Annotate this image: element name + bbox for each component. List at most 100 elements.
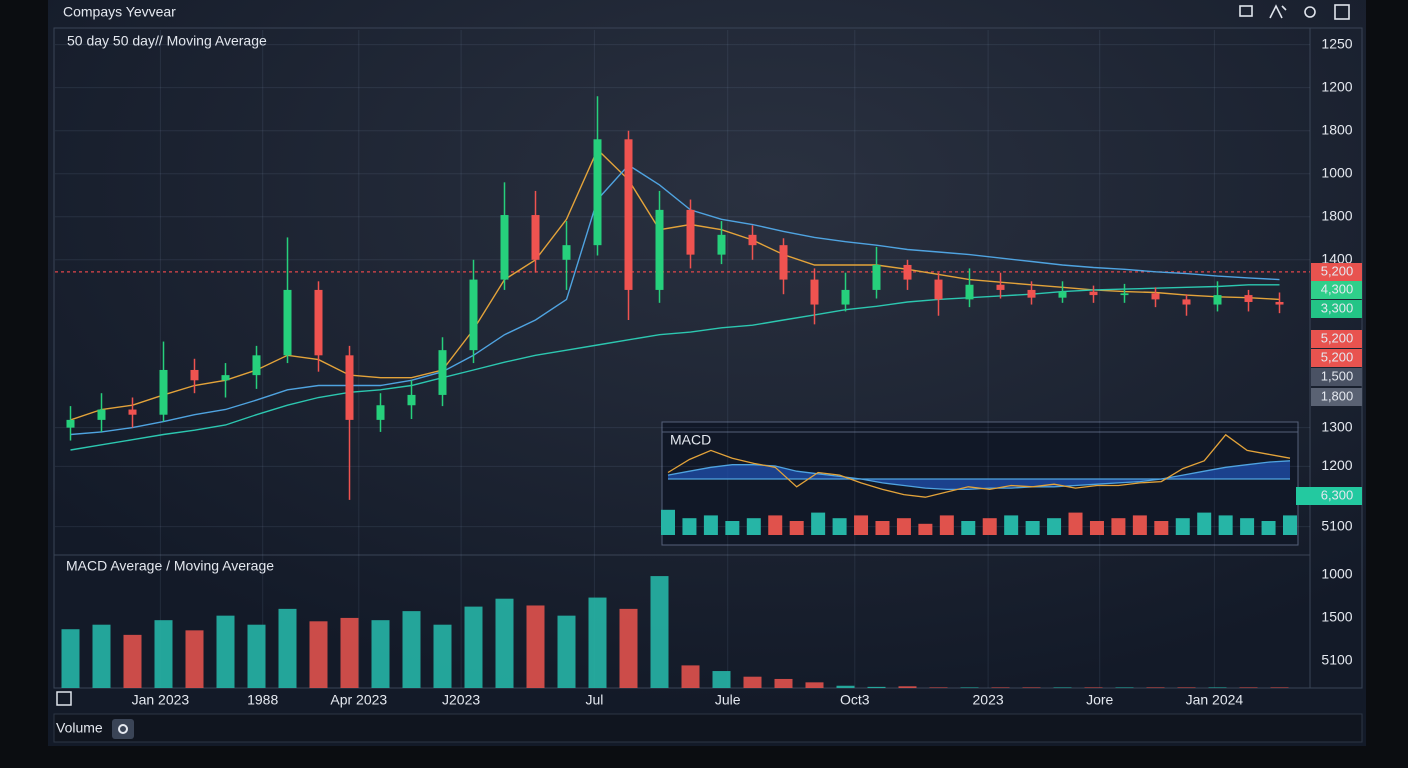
candle-body (66, 419, 75, 428)
x-tick-label: Jule (715, 692, 741, 708)
candle-body (97, 409, 106, 420)
volume-bar (185, 630, 204, 688)
y-tick-label: 1200 (1321, 457, 1352, 473)
price-tag-label: 5,200 (1321, 330, 1354, 345)
corner-icon[interactable] (56, 691, 72, 706)
histogram-bar (1089, 521, 1104, 535)
y-tick-label: 1000 (1321, 164, 1352, 180)
moving-average (70, 164, 1280, 436)
price-tag-label: 3,300 (1321, 300, 1354, 315)
volume-bar (526, 605, 545, 688)
candle-body (903, 264, 912, 280)
chart-subtitle: 50 day 50 day// Moving Average (67, 33, 267, 49)
volume-bar (340, 617, 359, 688)
icon[interactable] (1334, 4, 1350, 20)
volume-bar (433, 624, 452, 688)
x-tick-label: 1988 (247, 692, 278, 708)
moving-average (70, 284, 1280, 451)
candle-body (190, 369, 199, 381)
candle-body (531, 215, 540, 260)
candle-body (500, 215, 509, 280)
icon[interactable] (1304, 6, 1316, 18)
candle-body (1089, 291, 1098, 296)
icon[interactable] (1269, 4, 1287, 19)
price-tag-label: 1,800 (1321, 388, 1354, 403)
histogram-bar (1197, 512, 1212, 535)
volume-bar (743, 676, 762, 688)
price-tag (1311, 300, 1362, 318)
candle-body (283, 289, 292, 356)
volume-bar (619, 608, 638, 688)
volume-bar (309, 621, 328, 688)
candle-body (748, 234, 757, 246)
candle-body (221, 375, 230, 381)
histogram-bar (1025, 521, 1040, 535)
candle-body (1151, 293, 1160, 300)
volume-bar (960, 687, 979, 688)
volume-bar (154, 620, 173, 688)
chart-title: Compays Yevvear (63, 4, 176, 20)
volume-bar (278, 608, 297, 688)
y-tick-label: 1500 (1321, 609, 1352, 625)
candle-body (345, 355, 354, 420)
volume-bar (774, 678, 793, 688)
volume-bar (650, 576, 669, 688)
settings-button[interactable] (112, 719, 134, 739)
volume-bar (1239, 687, 1258, 688)
display (48, 0, 1366, 746)
histogram-bar (811, 512, 826, 535)
candle-body (1120, 293, 1129, 296)
price-tag-label: 5,200 (1321, 263, 1354, 278)
volume-bar (1115, 687, 1134, 688)
candle-body (810, 279, 819, 305)
candle-body (1058, 291, 1067, 298)
x-tick-label: Jore (1086, 692, 1113, 708)
price-tag (1296, 487, 1362, 505)
volume-bar (92, 624, 111, 688)
histogram-bar (939, 515, 954, 535)
volume-bar (402, 611, 421, 688)
volume-bar (805, 682, 824, 688)
price-tag-label: 5,200 (1321, 349, 1354, 364)
volume-bar (588, 597, 607, 688)
volume-button[interactable]: Volume (56, 720, 103, 736)
candle-body (1182, 299, 1191, 305)
candle-body (1244, 295, 1253, 302)
y-tick-label: 1200 (1321, 78, 1352, 94)
histogram-bar (1283, 515, 1297, 535)
histogram-bar (1240, 518, 1255, 535)
price-tag (1311, 349, 1362, 367)
histogram-bar (1132, 515, 1147, 535)
price-tag (1311, 368, 1362, 386)
volume-bar (464, 606, 483, 688)
histogram-bar (725, 521, 740, 535)
volume-bar (836, 685, 855, 688)
price-tag-label: 1,500 (1321, 368, 1354, 383)
volume-bar (867, 686, 886, 688)
candle-body (376, 405, 385, 420)
volume-bar (1208, 687, 1227, 688)
histogram-bar (982, 518, 997, 535)
price-tag (1311, 263, 1362, 281)
candle-body (252, 355, 261, 376)
candle-body (872, 264, 881, 290)
histogram-bar (768, 515, 783, 535)
candle-body (965, 284, 974, 300)
histogram-bar (1047, 518, 1062, 535)
volume-bar (247, 624, 266, 688)
histogram-bar (1111, 518, 1126, 535)
candle-body (469, 279, 478, 351)
histogram-bar (746, 518, 761, 535)
histogram-bar (896, 518, 911, 535)
icon[interactable] (1239, 5, 1253, 17)
candle-body (655, 209, 664, 290)
y-tick-label: 5100 (1321, 517, 1352, 533)
volume-bar (898, 686, 917, 688)
volume-bar (557, 615, 576, 688)
candle-body (593, 139, 602, 246)
price-tag (1311, 281, 1362, 299)
macd-line (667, 433, 1291, 498)
bottom-bar (53, 713, 1363, 743)
volume-bar (1084, 687, 1103, 688)
x-tick-label: J2023 (442, 692, 480, 708)
